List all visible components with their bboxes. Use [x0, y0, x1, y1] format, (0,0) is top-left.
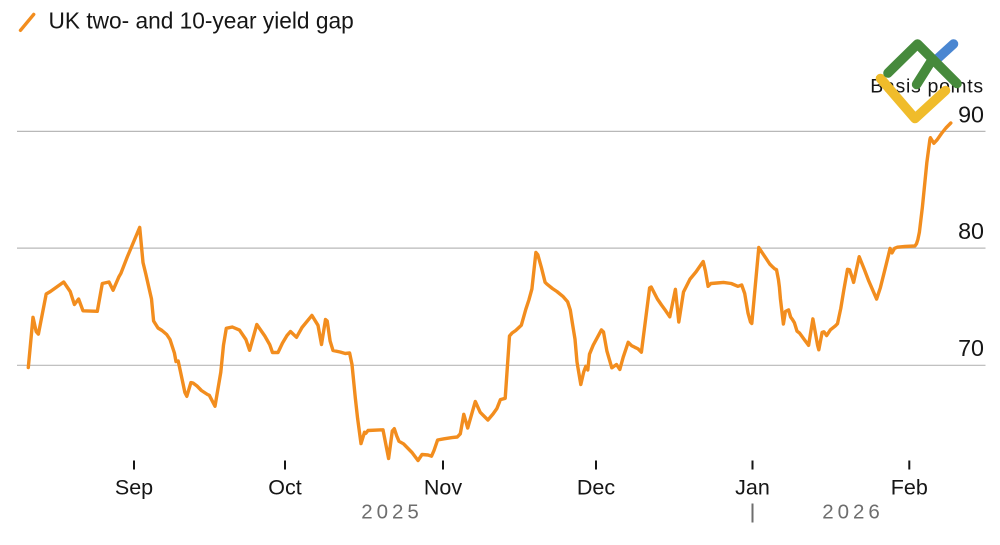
svg-text:Feb: Feb — [891, 476, 928, 500]
svg-text:Dec: Dec — [577, 476, 615, 500]
svg-text:Oct: Oct — [268, 476, 301, 500]
svg-text:Nov: Nov — [424, 476, 462, 500]
svg-text:70: 70 — [958, 335, 984, 361]
svg-text:2025: 2025 — [361, 501, 423, 524]
svg-text:80: 80 — [958, 218, 984, 244]
svg-text:2026: 2026 — [822, 501, 884, 524]
svg-text:Sep: Sep — [115, 476, 153, 500]
svg-text:90: 90 — [958, 101, 984, 127]
svg-text:Jan: Jan — [735, 476, 770, 500]
svg-text:UK two- and 10-year yield gap: UK two- and 10-year yield gap — [49, 8, 354, 34]
